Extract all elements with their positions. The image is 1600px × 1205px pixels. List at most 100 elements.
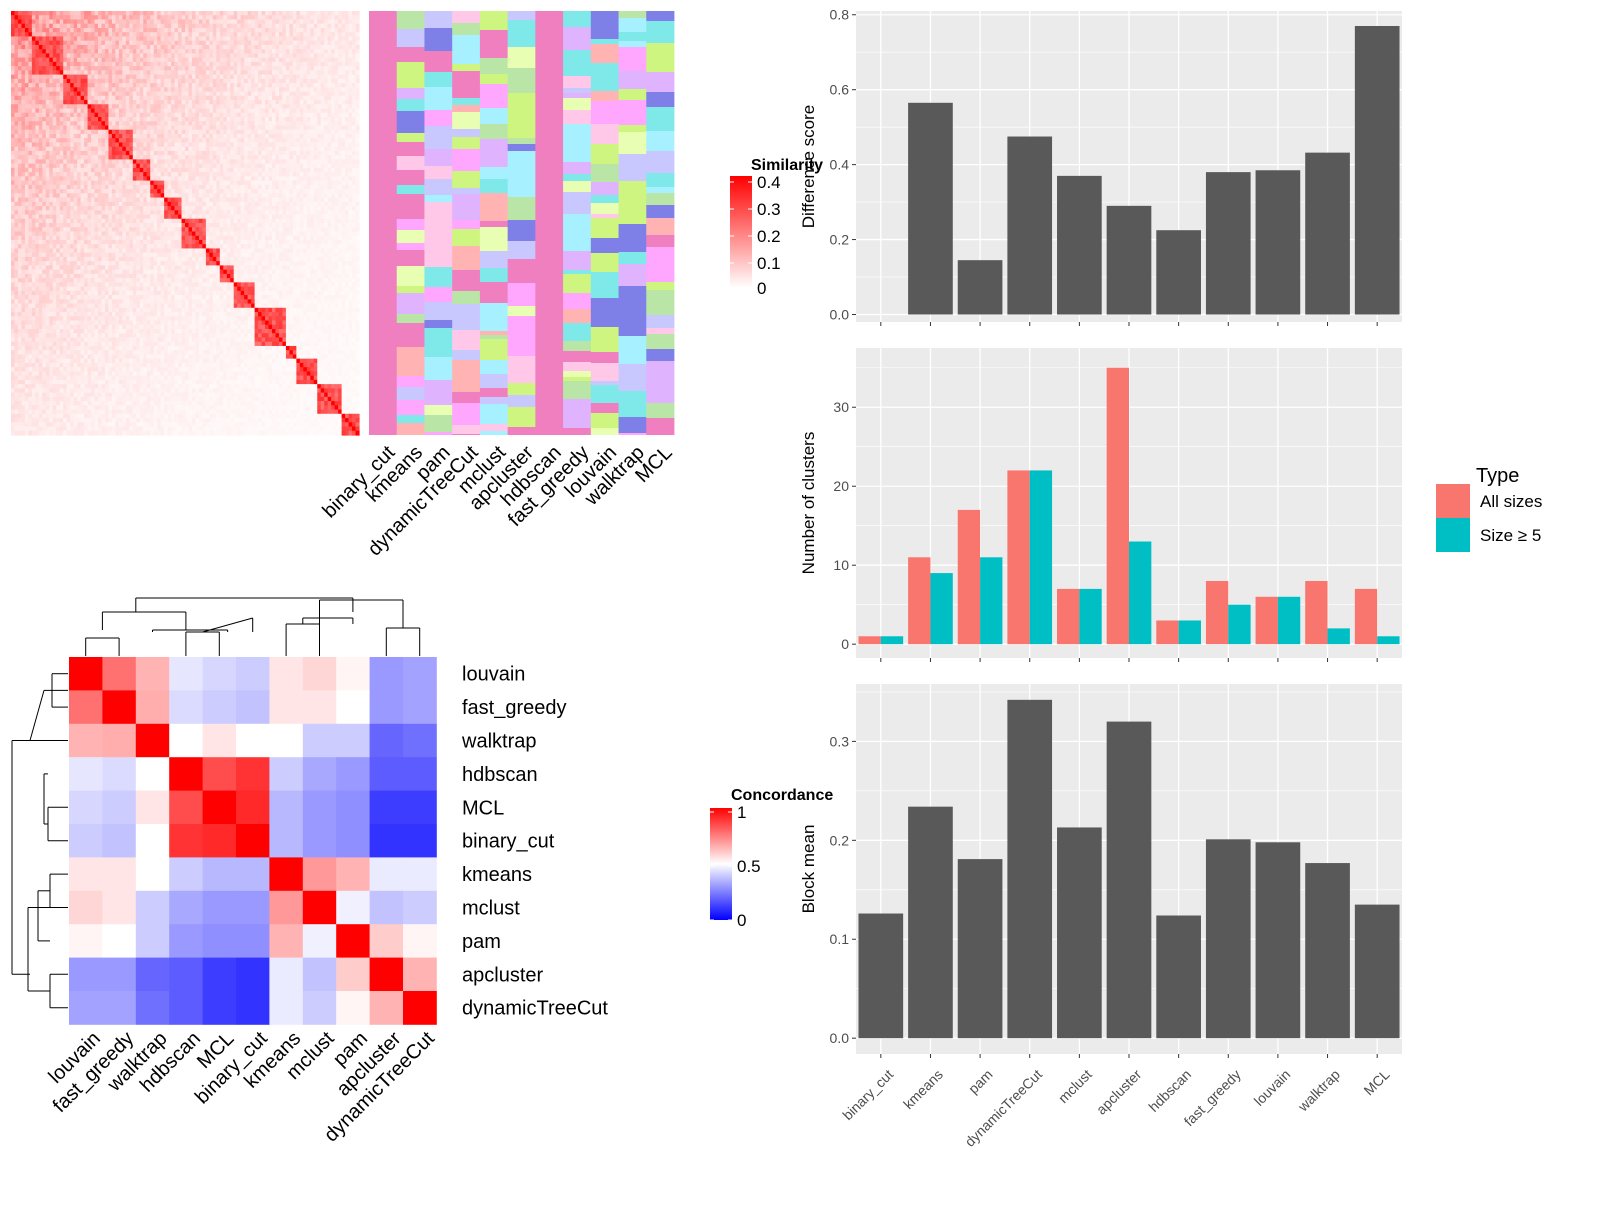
similarity-cell bbox=[223, 176, 228, 182]
similarity-cell bbox=[146, 133, 151, 139]
similarity-cell bbox=[14, 23, 19, 29]
similarity-cell bbox=[28, 100, 33, 105]
similarity-cell bbox=[345, 61, 350, 67]
similarity-cell bbox=[289, 184, 294, 190]
similarity-cell bbox=[181, 112, 186, 118]
similarity-cell bbox=[111, 193, 116, 199]
similarity-cell bbox=[310, 53, 315, 59]
similarity-cell bbox=[21, 44, 26, 50]
similarity-cell bbox=[157, 193, 162, 199]
similarity-cell bbox=[219, 66, 224, 71]
similarity-cell bbox=[265, 214, 270, 220]
similarity-cell bbox=[56, 206, 61, 211]
similarity-cell bbox=[205, 83, 210, 88]
similarity-cell bbox=[254, 44, 259, 50]
similarity-cell bbox=[313, 11, 318, 16]
similarity-cell bbox=[108, 32, 113, 38]
similarity-cell bbox=[167, 189, 172, 194]
similarity-cell bbox=[247, 27, 252, 33]
similarity-cell bbox=[178, 27, 183, 33]
similarity-cell bbox=[38, 129, 43, 135]
similarity-cell bbox=[198, 218, 203, 224]
similarity-cell bbox=[125, 44, 130, 50]
similarity-cell bbox=[202, 36, 207, 42]
similarity-cell bbox=[306, 66, 311, 71]
similarity-cell bbox=[101, 70, 106, 76]
similarity-cell bbox=[226, 32, 231, 38]
similarity-cell bbox=[132, 95, 137, 101]
similarity-cell bbox=[111, 112, 116, 118]
similarity-cell bbox=[115, 66, 120, 71]
similarity-cell bbox=[324, 189, 329, 194]
similarity-cell bbox=[254, 180, 259, 186]
similarity-cell bbox=[230, 201, 235, 207]
similarity-cell bbox=[11, 27, 16, 33]
similarity-cell bbox=[275, 11, 280, 16]
similarity-cell bbox=[303, 218, 308, 224]
similarity-cell bbox=[35, 57, 40, 63]
similarity-cell bbox=[139, 121, 144, 127]
similarity-cell bbox=[230, 159, 235, 165]
similarity-cell bbox=[84, 133, 89, 139]
similarity-cell bbox=[226, 57, 231, 63]
similarity-cell bbox=[355, 23, 360, 29]
similarity-cell bbox=[334, 142, 339, 148]
similarity-cell bbox=[87, 66, 92, 71]
similarity-cell bbox=[80, 176, 85, 182]
similarity-cell bbox=[157, 159, 162, 165]
similarity-cell bbox=[331, 23, 336, 29]
similarity-cell bbox=[345, 15, 350, 21]
similarity-cell bbox=[136, 125, 141, 131]
similarity-cell bbox=[202, 197, 207, 203]
similarity-cell bbox=[195, 184, 200, 190]
similarity-cell bbox=[268, 27, 273, 33]
similarity-cell bbox=[146, 150, 151, 156]
similarity-cell bbox=[143, 159, 148, 165]
similarity-cell bbox=[143, 206, 148, 211]
similarity-cell bbox=[73, 15, 78, 21]
similarity-cell bbox=[320, 100, 325, 105]
similarity-cell bbox=[125, 15, 130, 21]
similarity-cell bbox=[174, 176, 179, 182]
similarity-cell bbox=[275, 104, 280, 110]
similarity-cell bbox=[143, 201, 148, 207]
similarity-cell bbox=[118, 108, 123, 114]
similarity-cell bbox=[285, 163, 290, 169]
similarity-cell bbox=[17, 27, 23, 33]
similarity-cell bbox=[185, 36, 190, 42]
similarity-cell bbox=[38, 159, 43, 165]
similarity-cell bbox=[251, 163, 256, 169]
similarity-cell bbox=[202, 32, 207, 38]
similarity-cell bbox=[299, 117, 304, 122]
similarity-cell bbox=[223, 167, 228, 173]
similarity-cell bbox=[345, 176, 350, 182]
similarity-cell bbox=[98, 184, 103, 190]
similarity-cell bbox=[91, 91, 96, 97]
similarity-cell bbox=[282, 155, 287, 160]
similarity-cell bbox=[70, 155, 75, 160]
similarity-cell bbox=[139, 70, 144, 76]
similarity-cell bbox=[352, 155, 357, 160]
similarity-cell bbox=[111, 23, 116, 29]
similarity-cell bbox=[49, 218, 54, 224]
similarity-cell bbox=[212, 125, 217, 131]
similarity-cell bbox=[247, 167, 252, 173]
similarity-cell bbox=[24, 49, 29, 54]
similarity-cell bbox=[17, 36, 23, 42]
similarity-cell bbox=[146, 74, 151, 80]
similarity-cell bbox=[80, 155, 85, 160]
similarity-cell bbox=[205, 150, 210, 156]
similarity-cell bbox=[104, 108, 110, 114]
similarity-cell bbox=[355, 112, 360, 118]
similarity-cell bbox=[136, 176, 141, 182]
similarity-cell bbox=[77, 155, 82, 160]
similarity-cell bbox=[282, 74, 287, 80]
similarity-cell bbox=[70, 87, 75, 93]
similarity-cell bbox=[178, 23, 183, 29]
similarity-cell bbox=[38, 15, 43, 21]
similarity-cell bbox=[11, 23, 16, 29]
similarity-cell bbox=[42, 57, 47, 63]
similarity-cell bbox=[35, 210, 40, 216]
similarity-cell bbox=[139, 100, 144, 105]
similarity-cell bbox=[122, 218, 127, 224]
